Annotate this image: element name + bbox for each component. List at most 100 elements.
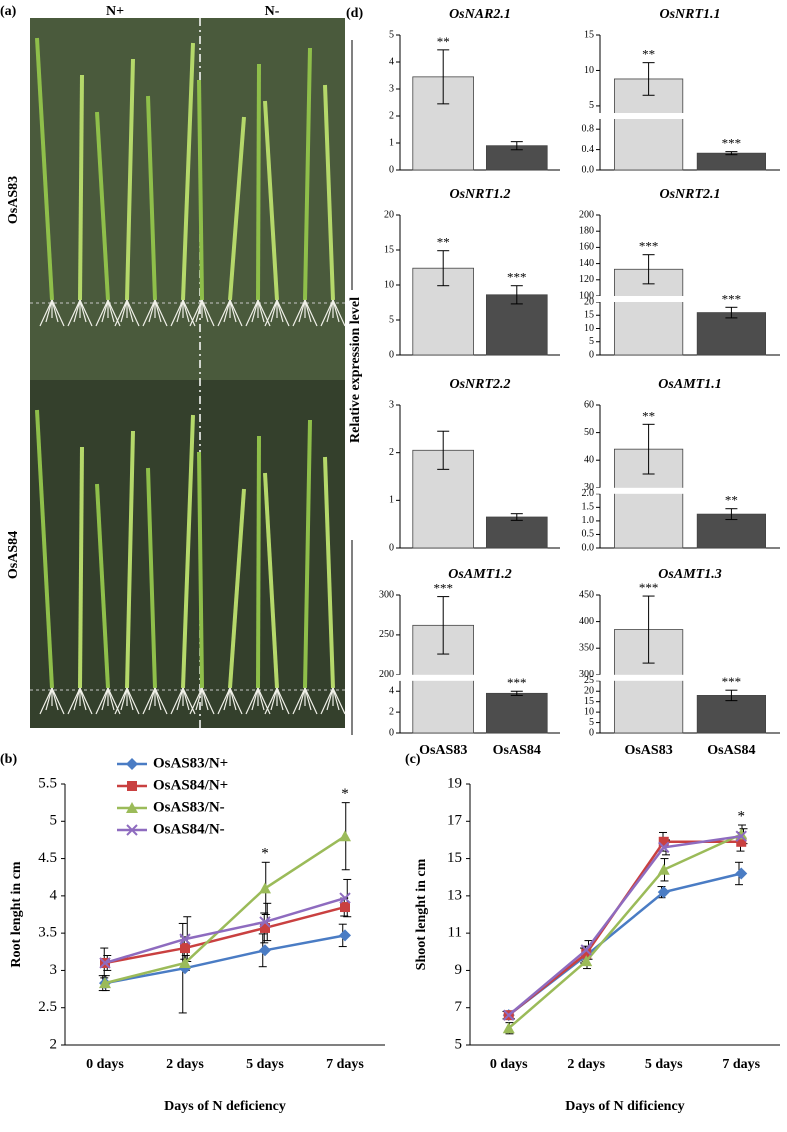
y-tick-label: 0.4 xyxy=(582,144,595,155)
panel-label: (d) xyxy=(346,6,363,21)
root xyxy=(120,687,128,711)
significance: *** xyxy=(722,674,742,689)
annotation: * xyxy=(261,846,269,862)
leaf xyxy=(125,430,135,689)
series-line xyxy=(507,872,742,1017)
root xyxy=(126,299,140,327)
y-tick-label: 5.5 xyxy=(38,775,57,791)
root xyxy=(257,299,271,327)
axis-break xyxy=(394,674,562,681)
y-axis-title: Shoot lenght in cm xyxy=(414,858,429,970)
y-tick-label: 0.5 xyxy=(582,529,595,540)
y-tick-label: 10 xyxy=(384,279,394,290)
y-tick-label: 2 xyxy=(389,447,394,458)
root xyxy=(257,299,265,323)
leaf xyxy=(125,58,135,301)
root xyxy=(176,299,184,323)
y-tick-label: 5 xyxy=(389,29,394,40)
root xyxy=(148,299,156,323)
root xyxy=(39,299,53,327)
root xyxy=(39,687,53,715)
root xyxy=(176,687,184,711)
x-tick-label: 2 days xyxy=(567,1057,605,1072)
y-tick-label: 4 xyxy=(50,887,58,903)
y-tick-label: 13 xyxy=(447,887,462,903)
root xyxy=(298,299,306,323)
y-tick-label: 60 xyxy=(584,399,594,410)
root xyxy=(51,687,59,711)
axis-break xyxy=(594,296,782,302)
leaf xyxy=(181,414,195,689)
leaf xyxy=(228,116,246,301)
chart-title: OsNRT2.1 xyxy=(659,187,720,202)
root xyxy=(101,687,109,711)
root xyxy=(251,687,259,711)
x-tick-label: 0 days xyxy=(490,1057,528,1072)
significance: ** xyxy=(642,408,655,423)
significance: *** xyxy=(722,136,742,151)
root xyxy=(217,687,231,715)
y-tick-label: 160 xyxy=(579,242,594,253)
root xyxy=(276,687,290,715)
y-tick-label: 2.5 xyxy=(38,999,57,1015)
leaf xyxy=(35,37,54,301)
root xyxy=(195,687,203,711)
row-label: OsAS84 xyxy=(6,531,21,579)
significance: *** xyxy=(722,291,742,306)
root xyxy=(51,687,65,715)
y-tick-label: 0 xyxy=(389,542,394,553)
root xyxy=(304,299,312,323)
marker xyxy=(735,867,748,880)
root xyxy=(195,299,203,323)
root xyxy=(101,299,109,323)
root xyxy=(264,687,278,715)
root xyxy=(182,687,196,715)
leaf xyxy=(78,74,84,301)
y-tick-label: 450 xyxy=(579,589,594,600)
marker xyxy=(259,916,271,928)
marker xyxy=(339,929,351,942)
leaf xyxy=(95,483,110,689)
root xyxy=(223,687,231,711)
root xyxy=(270,687,278,711)
y-tick-label: 5 xyxy=(50,813,58,829)
y-tick-label: 2 xyxy=(50,1036,58,1052)
y-tick-label: 15 xyxy=(584,310,594,321)
y-tick-label: 19 xyxy=(447,775,462,791)
x-tick-label: 7 days xyxy=(722,1057,760,1072)
chart-title: OsAMT1.2 xyxy=(448,567,511,582)
root xyxy=(182,299,190,323)
series-line xyxy=(104,905,346,965)
y-tick-label: 300 xyxy=(379,589,394,600)
x-tick-label: OsAS83 xyxy=(419,743,467,758)
y-axis-title: Root lenght in cm xyxy=(9,861,24,968)
x-tick-label: OsAS84 xyxy=(493,743,541,758)
legend-marker xyxy=(126,758,138,770)
legend-label: OsAS84/N- xyxy=(153,821,225,837)
x-axis-title: Days of N deficiency xyxy=(164,1099,286,1114)
marker xyxy=(580,955,593,967)
series-line xyxy=(507,833,742,1030)
root xyxy=(107,299,115,323)
root xyxy=(154,299,162,323)
y-tick-label: 15 xyxy=(447,850,462,866)
leaf xyxy=(35,409,54,689)
x-tick-label: 5 days xyxy=(246,1057,284,1072)
y-tick-label: 200 xyxy=(579,209,594,220)
root xyxy=(245,687,259,715)
x-tick-label: 7 days xyxy=(326,1057,364,1072)
y-tick-label: 10 xyxy=(584,706,594,717)
leaf xyxy=(146,95,157,301)
leaf xyxy=(197,79,204,301)
leaf xyxy=(95,111,110,301)
root xyxy=(107,687,115,711)
y-tick-label: 15 xyxy=(584,696,594,707)
y-tick-label: 3 xyxy=(389,83,394,94)
annotation: * xyxy=(341,786,349,802)
root xyxy=(264,299,278,327)
root xyxy=(304,687,312,711)
marker xyxy=(339,830,351,842)
y-tick-label: 9 xyxy=(455,962,463,978)
root xyxy=(148,687,156,711)
leaf xyxy=(303,419,312,689)
